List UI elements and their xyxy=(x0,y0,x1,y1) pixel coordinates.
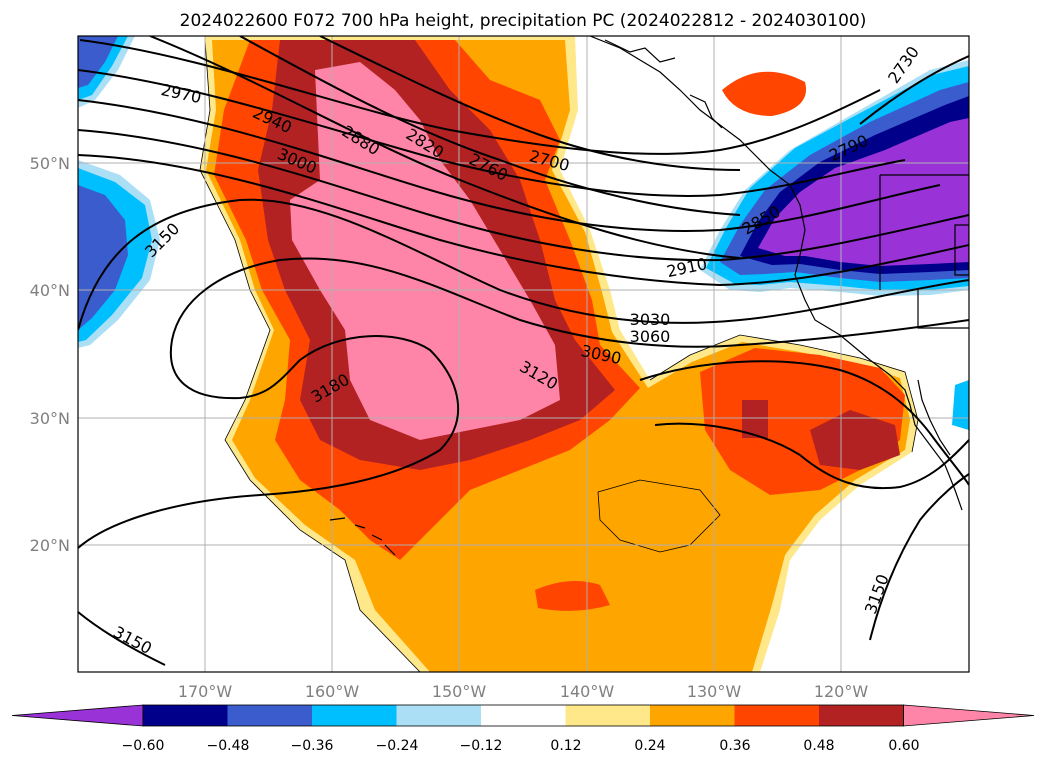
y-tick-label: 50°N xyxy=(30,154,70,173)
y-tick-label: 30°N xyxy=(30,409,70,428)
colorbar-ticks: −0.60 −0.48 −0.36 −0.24 −0.12 0.12 0.24 … xyxy=(122,738,920,754)
x-tick-label: 130°W xyxy=(687,682,742,701)
colorbar-tick-label: 0.24 xyxy=(634,738,665,754)
colorbar-segment xyxy=(396,705,482,726)
colorbar-segment xyxy=(734,705,820,726)
colorbar-tick-label: −0.48 xyxy=(207,738,250,754)
x-tick-label: 170°W xyxy=(178,682,233,701)
colorbar-tick-label: 0.60 xyxy=(888,738,919,754)
y-tick-label: 40°N xyxy=(30,281,70,300)
contour-label: 3030 xyxy=(630,310,671,329)
x-tick-label: 140°W xyxy=(560,682,615,701)
negative-shading xyxy=(78,36,969,430)
graticule xyxy=(78,36,969,672)
colorbar-segment xyxy=(143,705,228,726)
colorbar-tick-label: −0.36 xyxy=(291,738,334,754)
colorbar-extend-low xyxy=(11,704,144,727)
colorbar-extend-high xyxy=(903,704,1035,727)
colorbar-segment xyxy=(819,705,904,726)
positive-shading xyxy=(200,36,918,672)
x-axis-ticks: 170°W 160°W 150°W 140°W 130°W 120°W xyxy=(178,682,869,701)
contour-label: 3060 xyxy=(630,327,671,346)
y-tick-label: 20°N xyxy=(30,536,70,555)
colorbar-outline xyxy=(142,704,904,727)
x-tick-label: 120°W xyxy=(814,682,869,701)
colorbar-tick-label: 0.36 xyxy=(719,738,750,754)
coastlines xyxy=(329,36,969,556)
map-border xyxy=(77,35,970,673)
colorbar-tick-label: −0.24 xyxy=(376,738,419,754)
colorbar-tick-label: −0.12 xyxy=(460,738,503,754)
height-contours xyxy=(78,36,969,666)
colorbar-tick-label: −0.60 xyxy=(122,738,165,754)
map-title: 2024022600 F072 700 hPa height, precipit… xyxy=(180,11,867,31)
colorbar-segment xyxy=(481,705,566,726)
map-area: 2970 2940 2880 2820 2760 2700 3000 3150 … xyxy=(78,36,969,672)
x-tick-label: 150°W xyxy=(432,682,487,701)
colorbar-segment xyxy=(227,705,313,726)
colorbar-segment xyxy=(312,705,397,726)
colorbar-tick-label: 0.12 xyxy=(550,738,581,754)
colorbar-segment xyxy=(565,705,651,726)
colorbar xyxy=(11,704,1035,727)
x-tick-label: 160°W xyxy=(305,682,360,701)
colorbar-tick-label: 0.48 xyxy=(803,738,834,754)
y-axis-ticks: 50°N 40°N 30°N 20°N xyxy=(30,154,70,555)
colorbar-segment xyxy=(650,705,735,726)
